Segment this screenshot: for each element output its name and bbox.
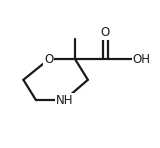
Text: O: O: [100, 26, 110, 39]
Text: OH: OH: [133, 53, 151, 66]
Text: O: O: [44, 53, 53, 66]
Text: NH: NH: [56, 94, 73, 107]
